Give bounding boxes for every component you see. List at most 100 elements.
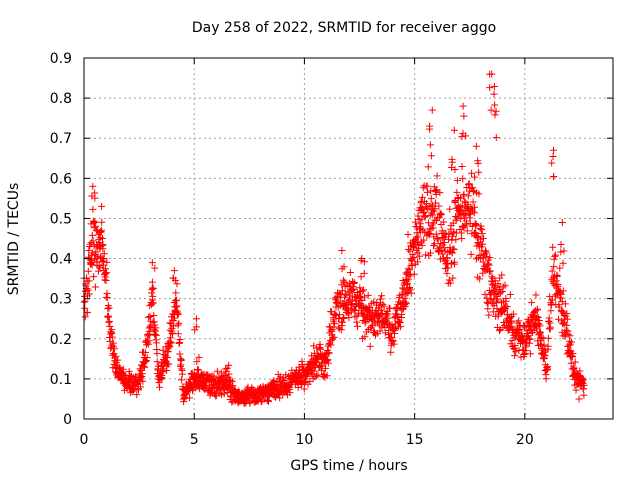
data-point: [345, 291, 353, 299]
x-tick-label: 0: [80, 432, 89, 448]
data-point: [85, 247, 93, 255]
data-point: [97, 228, 105, 236]
data-point: [431, 205, 439, 213]
data-point: [430, 242, 438, 250]
data-point: [458, 133, 466, 141]
data-point: [546, 323, 554, 331]
data-point: [541, 351, 549, 359]
data-point: [449, 232, 457, 240]
data-point: [566, 332, 574, 340]
data-point: [177, 355, 185, 363]
data-point: [176, 336, 184, 344]
data-point: [353, 318, 361, 326]
data-point: [431, 187, 439, 195]
data-point: [515, 317, 523, 325]
data-point: [450, 126, 458, 134]
data-point: [444, 264, 452, 272]
data-point: [85, 290, 93, 298]
data-point: [536, 328, 544, 336]
data-point: [511, 352, 519, 360]
data-point: [560, 247, 568, 255]
data-point: [460, 112, 468, 120]
data-point: [142, 357, 150, 365]
data-point: [448, 155, 456, 163]
data-point: [150, 330, 158, 338]
data-point: [145, 313, 153, 321]
data-point: [453, 214, 461, 222]
data-point: [437, 211, 445, 219]
data-point: [323, 372, 331, 380]
data-point: [152, 339, 160, 347]
x-tick-label: 20: [516, 432, 534, 448]
data-point: [519, 321, 527, 329]
data-point: [177, 356, 185, 364]
data-point: [221, 371, 229, 379]
data-point: [479, 234, 487, 242]
data-point: [434, 236, 442, 244]
data-point: [225, 361, 233, 369]
data-point: [143, 338, 151, 346]
data-point: [448, 236, 456, 244]
data-point: [294, 383, 302, 391]
data-point: [575, 395, 583, 403]
data-point: [192, 315, 200, 323]
data-point: [427, 187, 435, 195]
data-point: [443, 269, 451, 277]
data-point: [348, 286, 356, 294]
data-point: [126, 372, 134, 380]
data-point: [346, 268, 354, 276]
data-point: [310, 367, 318, 375]
data-point: [492, 134, 500, 142]
data-point: [88, 261, 96, 269]
data-point: [469, 207, 477, 215]
data-point: [101, 273, 109, 281]
data-point: [509, 310, 517, 318]
data-point: [548, 296, 556, 304]
data-point: [580, 391, 588, 399]
data-point: [443, 254, 451, 262]
data-point: [486, 70, 494, 78]
data-point: [95, 262, 103, 270]
data-point: [404, 230, 412, 238]
data-point: [343, 299, 351, 307]
data-point: [533, 306, 541, 314]
data-point: [149, 284, 157, 292]
data-point: [146, 302, 154, 310]
data-point: [89, 205, 97, 213]
data-point: [336, 311, 344, 319]
data-point: [378, 292, 386, 300]
y-tick-label: 0: [63, 412, 72, 428]
data-point: [217, 369, 225, 377]
data-point: [498, 271, 506, 279]
data-point: [433, 235, 441, 243]
data-point: [536, 322, 544, 330]
data-point: [563, 310, 571, 318]
data-point: [389, 336, 397, 344]
data-point: [170, 314, 178, 322]
data-point: [119, 365, 127, 373]
data-point: [141, 358, 149, 366]
data-point: [173, 302, 181, 310]
data-point: [143, 354, 151, 362]
data-point: [327, 341, 335, 349]
data-point: [412, 218, 420, 226]
data-point: [429, 211, 437, 219]
data-point: [83, 309, 91, 317]
data-points: [80, 70, 588, 408]
data-point: [436, 255, 444, 263]
data-point: [450, 245, 458, 253]
y-tick-label: 0.7: [50, 131, 72, 147]
data-point: [338, 247, 346, 255]
data-point: [358, 287, 366, 295]
data-point: [87, 259, 95, 267]
data-point: [424, 163, 432, 171]
data-point: [487, 106, 495, 114]
data-point: [86, 240, 94, 248]
data-point: [178, 370, 186, 378]
data-point: [107, 344, 115, 352]
data-point: [559, 320, 567, 328]
data-point: [322, 364, 330, 372]
data-point: [458, 202, 466, 210]
y-tick-label: 0.6: [50, 171, 72, 187]
data-point: [337, 326, 345, 334]
